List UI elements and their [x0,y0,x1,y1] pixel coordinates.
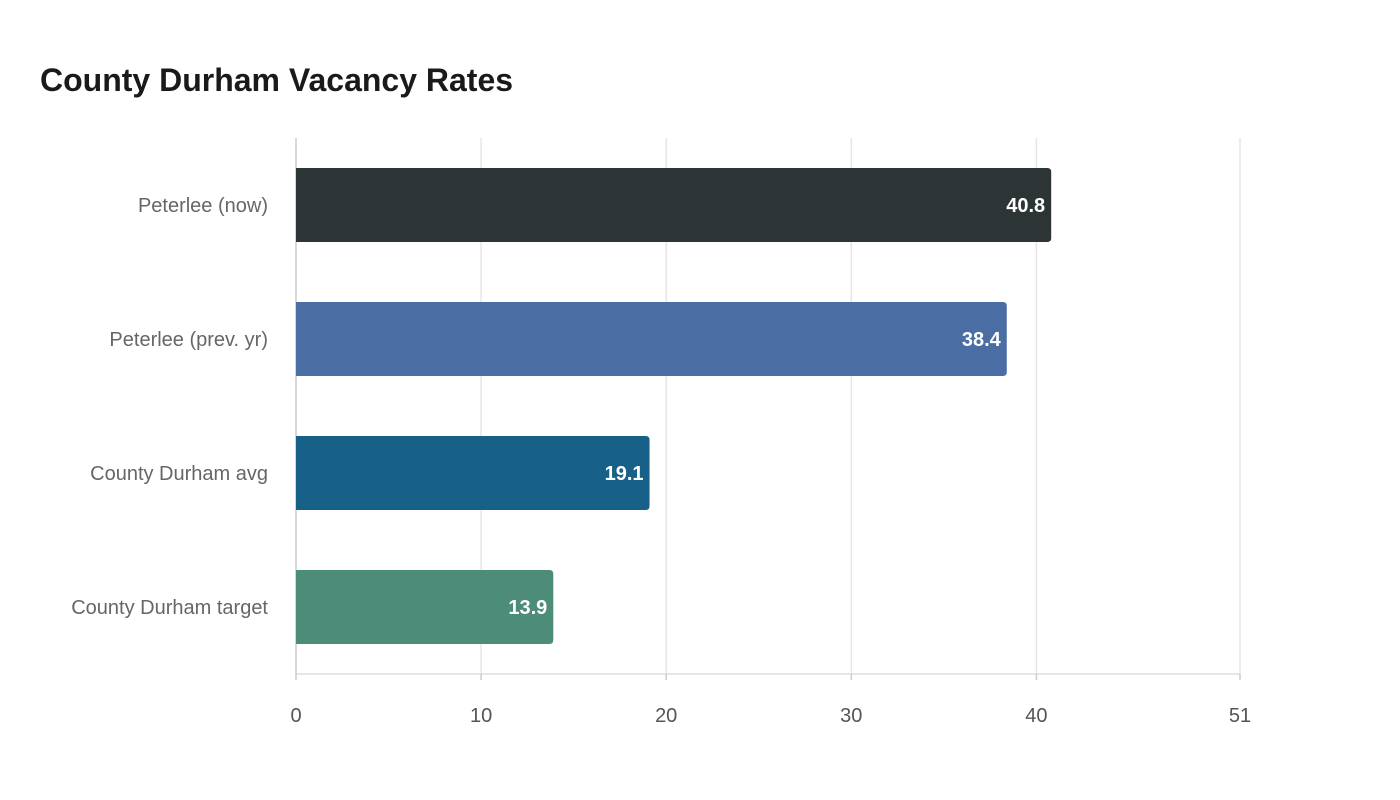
category-label: Peterlee (now) [138,195,268,217]
bar [296,436,650,510]
bar [296,302,1007,376]
value-label: 13.9 [508,597,547,619]
bar [296,570,554,644]
x-tick-label: 20 [655,705,677,727]
category-label: County Durham target [71,597,268,619]
value-label: 19.1 [605,463,644,485]
x-tick-label: 40 [1025,705,1047,727]
x-tick-label: 10 [470,705,492,727]
chart-title: County Durham Vacancy Rates [40,62,514,98]
x-tick-label: 30 [840,705,862,727]
value-label: 40.8 [1006,195,1045,217]
x-tick-label: 51 [1229,705,1251,727]
category-label: County Durham avg [90,463,268,485]
bar [296,168,1052,242]
category-label: Peterlee (prev. yr) [109,329,268,351]
value-label: 38.4 [962,329,1002,351]
x-tick-label: 0 [290,705,301,727]
